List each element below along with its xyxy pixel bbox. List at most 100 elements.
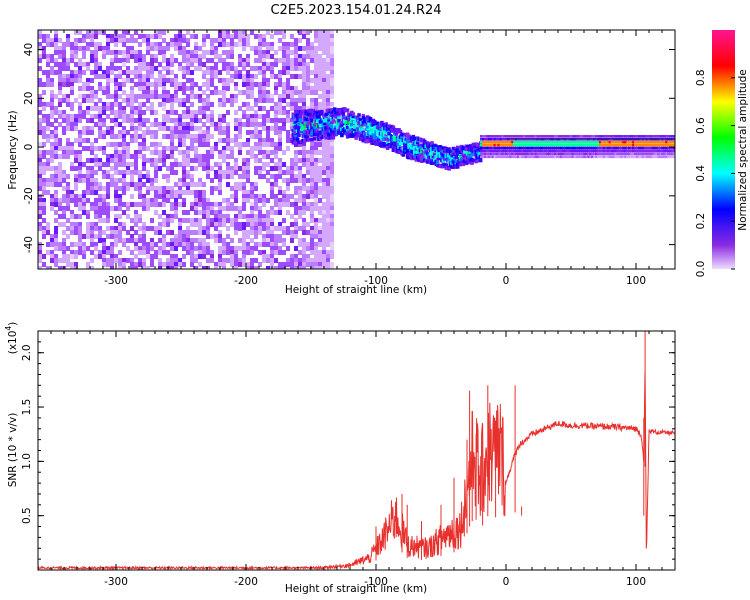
heat-cell	[483, 152, 487, 156]
heat-cell	[106, 50, 110, 55]
heat-cell	[70, 254, 74, 259]
heat-cell	[78, 106, 82, 111]
heat-cell	[266, 118, 270, 123]
heat-cell	[302, 242, 306, 247]
heat-cell	[238, 90, 242, 95]
heat-cell	[270, 186, 274, 191]
heat-cell	[294, 178, 298, 183]
heat-cell	[58, 198, 62, 203]
heat-cell	[250, 90, 254, 95]
heat-cell	[330, 82, 334, 87]
heat-cell	[542, 137, 545, 141]
heat-cell	[178, 262, 182, 267]
heat-cell	[331, 135, 336, 139]
heat-cell	[138, 262, 142, 267]
heat-cell	[612, 137, 616, 141]
heat-cell	[194, 50, 198, 55]
heat-cell	[481, 143, 485, 147]
heat-cell	[134, 182, 138, 187]
heat-cell	[178, 46, 182, 51]
heat-cell	[326, 30, 330, 35]
heat-cell	[371, 141, 376, 145]
heat-cell	[274, 50, 278, 55]
heat-cell	[38, 162, 42, 167]
heat-cell	[202, 214, 206, 219]
heat-cell	[46, 62, 50, 67]
heat-cell	[565, 143, 569, 147]
heat-cell	[503, 135, 506, 138]
heat-cell	[550, 137, 553, 141]
heat-cell	[162, 102, 166, 107]
heat-cell	[641, 155, 645, 159]
heat-cell	[258, 70, 262, 75]
heat-cell	[174, 34, 178, 39]
heat-cell	[278, 142, 282, 147]
heat-cell	[358, 118, 363, 122]
heat-cell	[130, 218, 134, 223]
heat-cell	[42, 210, 46, 215]
heat-cell	[202, 226, 206, 231]
heat-cell	[480, 140, 483, 144]
heat-cell	[122, 182, 126, 187]
heat-cell	[202, 38, 206, 43]
heat-cell	[589, 155, 592, 159]
heat-cell	[78, 110, 82, 115]
heat-cell	[78, 170, 82, 175]
heat-cell	[294, 218, 298, 223]
heat-cell	[520, 143, 524, 147]
heat-cell	[146, 170, 150, 175]
heat-cell	[595, 140, 598, 144]
heat-cell	[90, 70, 94, 75]
heat-cell	[50, 166, 54, 171]
heat-cell	[634, 155, 637, 159]
heat-cell	[182, 178, 186, 183]
heat-cell	[198, 66, 202, 71]
heat-cell	[550, 135, 553, 138]
heat-cell	[282, 162, 286, 167]
heat-cell	[50, 122, 54, 127]
heat-cell	[503, 155, 506, 159]
heat-cell	[282, 86, 286, 91]
heat-cell	[266, 238, 270, 243]
heat-cell	[620, 149, 623, 153]
heat-cell	[528, 149, 532, 153]
heat-cell	[258, 114, 262, 119]
heat-cell	[278, 166, 282, 171]
heat-cell	[274, 114, 278, 119]
heat-cell	[282, 266, 286, 269]
heat-cell	[290, 194, 294, 199]
heat-cell	[375, 136, 380, 140]
heat-cell	[74, 202, 78, 207]
heat-cell	[126, 246, 130, 251]
heat-cell	[42, 186, 46, 191]
heat-cell	[234, 162, 238, 167]
heat-cell	[134, 158, 138, 163]
heat-cell	[70, 114, 74, 119]
heat-cell	[170, 134, 174, 139]
heat-cell	[50, 158, 54, 163]
heat-cell	[190, 110, 194, 115]
heat-cell	[294, 98, 298, 103]
heat-cell	[238, 122, 242, 127]
heat-cell	[234, 266, 238, 269]
heat-cell	[114, 122, 118, 127]
heat-cell	[577, 137, 581, 141]
heat-cell	[98, 214, 102, 219]
heat-cell	[38, 214, 42, 219]
heat-cell	[447, 147, 451, 151]
heat-cell	[186, 30, 190, 35]
heat-cell	[606, 152, 610, 156]
heat-cell	[142, 166, 146, 171]
heat-cell	[70, 214, 74, 219]
heat-cell	[485, 137, 489, 141]
heat-cell	[314, 182, 318, 187]
heat-cell	[286, 102, 290, 107]
heat-cell	[322, 110, 326, 115]
heat-cell	[561, 146, 565, 150]
heat-cell	[242, 42, 246, 47]
heat-cell	[82, 50, 86, 55]
heat-cell	[608, 140, 612, 144]
heat-cell	[202, 246, 206, 251]
heat-cell	[503, 152, 506, 156]
heat-cell	[317, 115, 321, 119]
